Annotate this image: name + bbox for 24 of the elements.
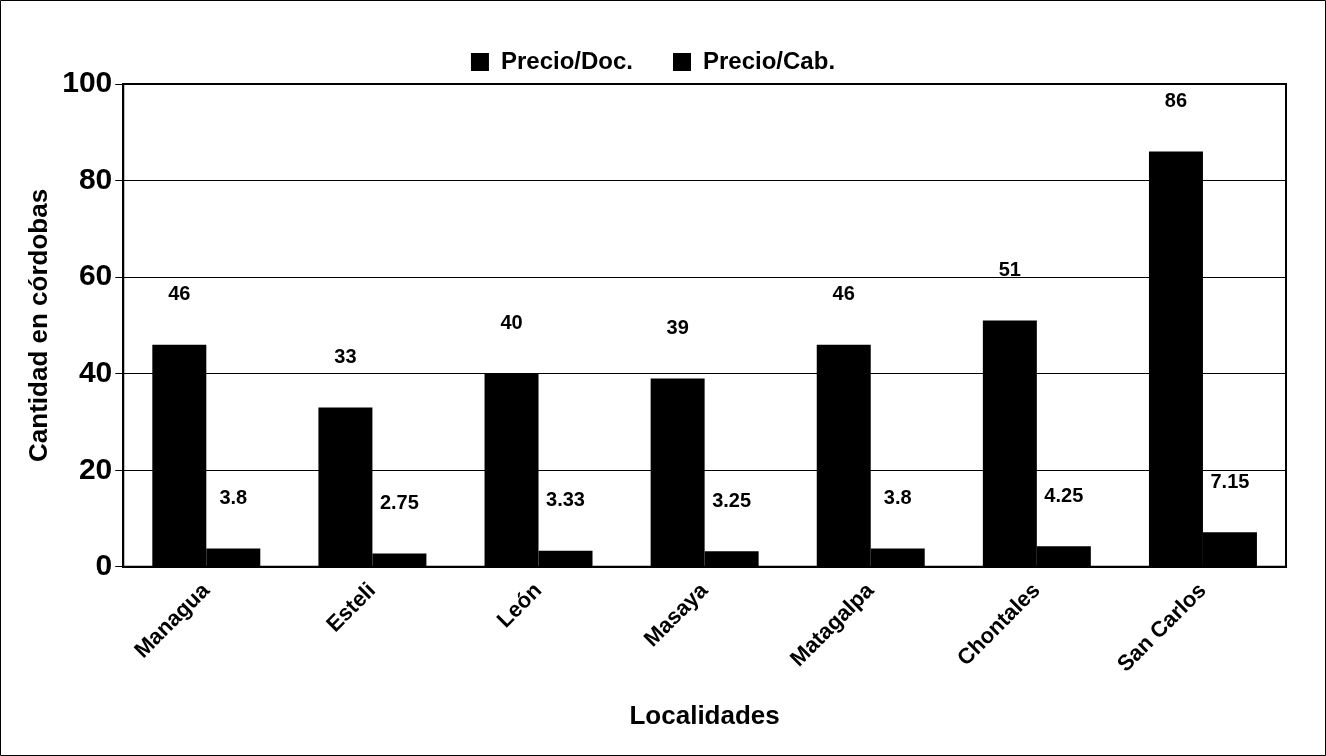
data-label: 33 (334, 345, 357, 368)
data-label: 40 (500, 311, 523, 334)
data-label: 3.8 (219, 486, 248, 509)
data-label: 3.25 (712, 488, 752, 511)
y-tick-label: 100 (62, 65, 113, 99)
legend-label: Precio/Cab. (703, 46, 836, 74)
y-tick-label: 0 (95, 548, 113, 582)
data-label: 86 (1164, 89, 1188, 112)
y-tick-label: 80 (78, 161, 113, 195)
data-label: 39 (666, 316, 689, 339)
y-tick-label: 40 (78, 354, 113, 388)
y-tick-label: 20 (78, 451, 113, 485)
data-label: 46 (168, 282, 191, 305)
x-axis-title: Localidades (629, 699, 780, 730)
data-label: 7.15 (1210, 469, 1250, 492)
data-label: 46 (832, 282, 855, 305)
data-label: 4.25 (1044, 483, 1084, 506)
legend-label: Precio/Doc. (500, 46, 633, 74)
data-label: 2.75 (379, 491, 419, 514)
data-label: 3.33 (546, 488, 585, 511)
data-label: 51 (998, 258, 1021, 281)
data-label: 3.8 (883, 486, 912, 509)
y-axis-title: Cantidad en córdobas (22, 188, 53, 462)
y-tick-label: 60 (78, 258, 113, 292)
